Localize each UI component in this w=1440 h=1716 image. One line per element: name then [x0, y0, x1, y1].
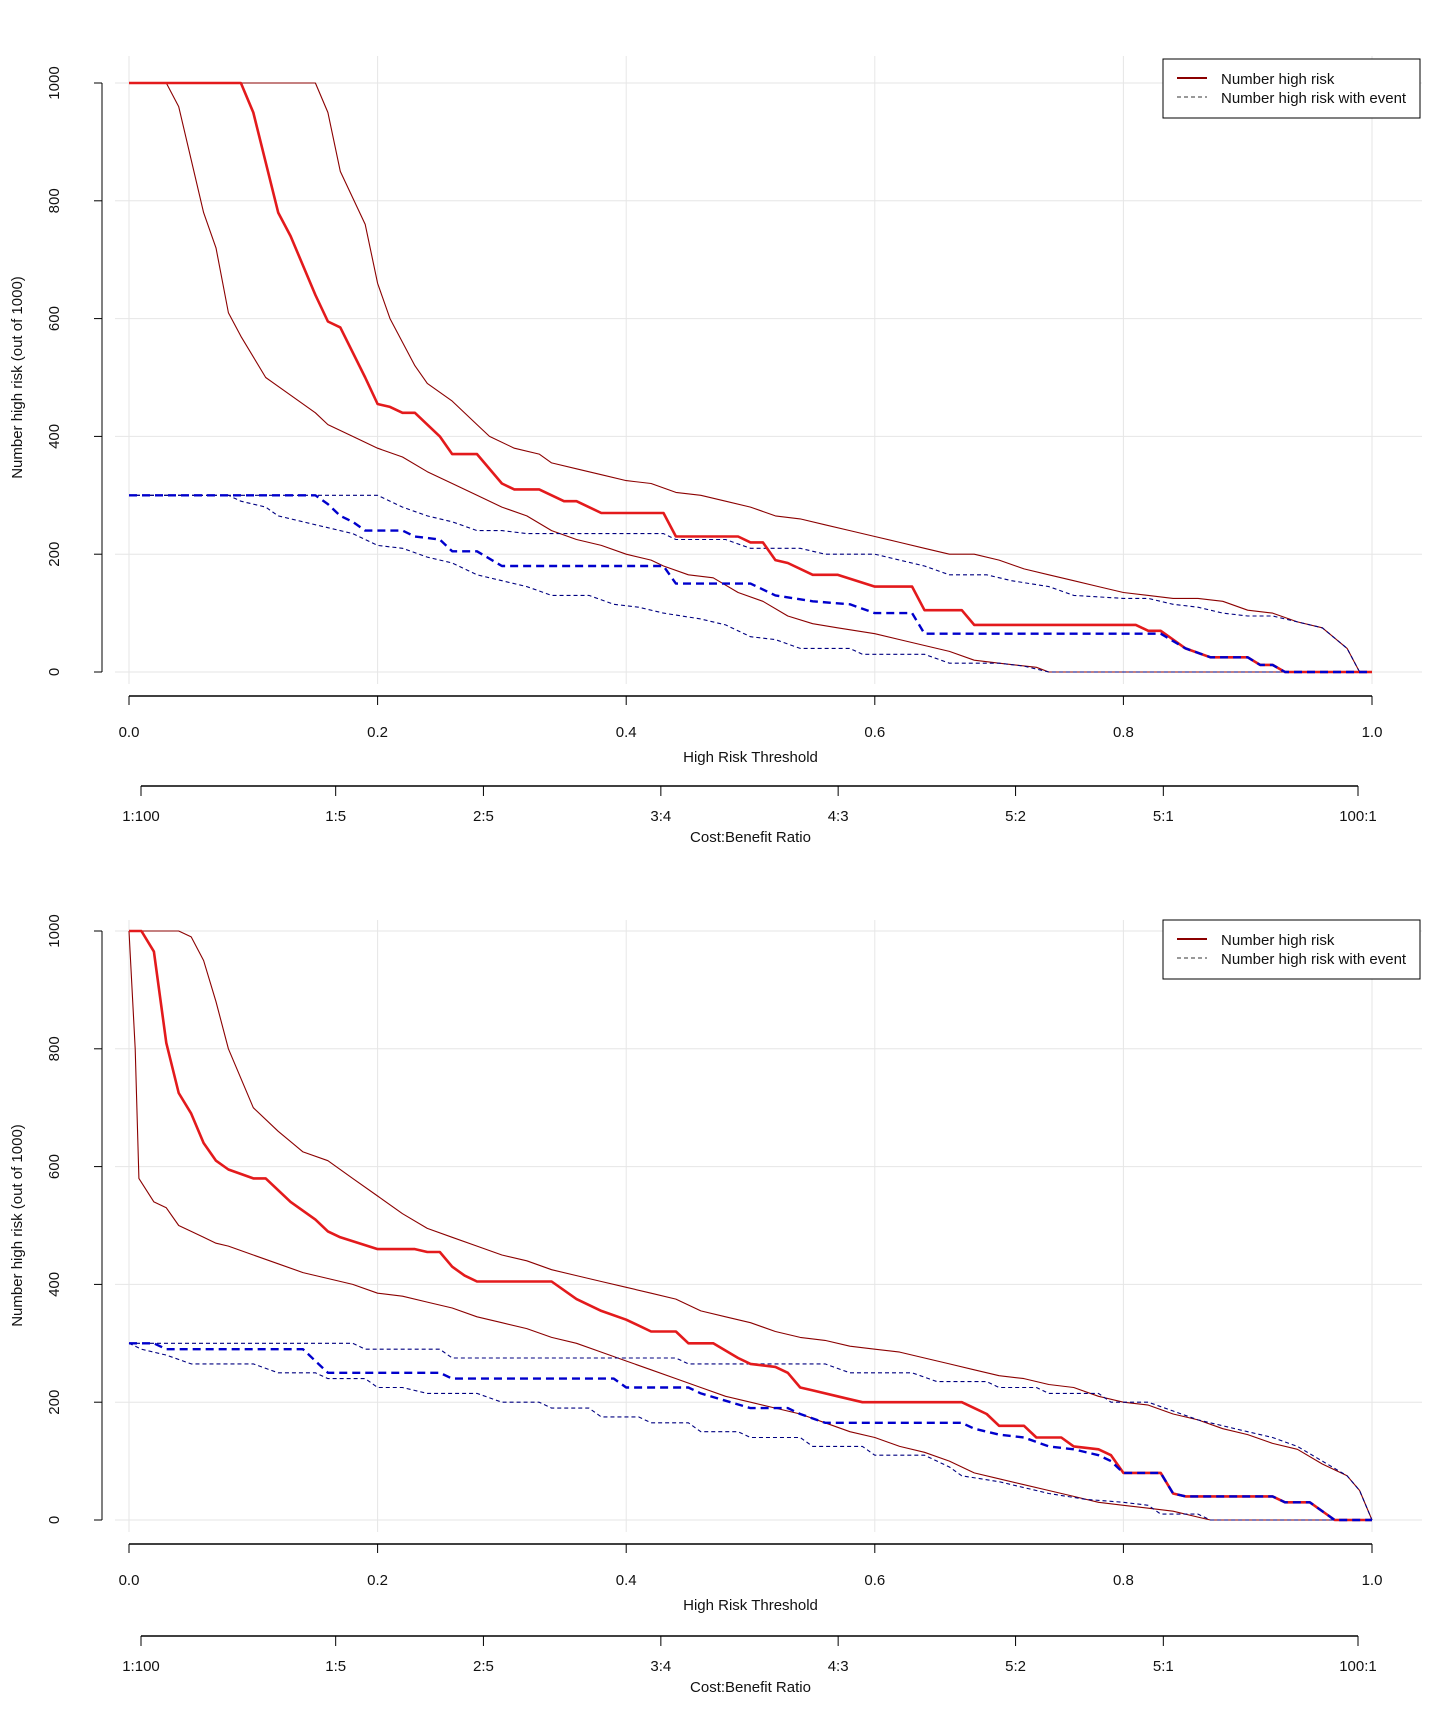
x-tick-label: 0.4 [616, 1572, 637, 1589]
series-line-number-high-risk-with-event-lower-ci [128, 1342, 1372, 1521]
legend: Number high risk Number high risk with ev… [1162, 919, 1421, 980]
series-line-number-high-risk-upper-ci [129, 82, 1372, 673]
chart-panel-1: 0 200 400 600 800 1000 Number high risk (out o… [9, 56, 1422, 846]
gridlines [115, 56, 1422, 684]
cost-benefit-tick-label: 5:2 [1005, 1658, 1026, 1675]
y-axis-title: Number high risk (out of 1000) [9, 276, 26, 479]
series-line-number-high-risk [129, 929, 1372, 1522]
cost-benefit-tick-label: 5:1 [1153, 1658, 1174, 1675]
legend-label: Number high risk [1221, 71, 1335, 88]
x-tick-label: 0.4 [616, 724, 637, 741]
y-axis: 0 200 400 600 800 1000 Number high risk (out o… [9, 914, 103, 1524]
x-tick-label: 0.0 [119, 1572, 140, 1589]
series-group [129, 81, 1372, 674]
series-line-number-high-risk-with-event [129, 494, 1372, 674]
series-line-number-high-risk-upper-ci [129, 930, 1373, 1521]
series-line-number-high-risk-lower-ci [128, 930, 1372, 1521]
cost-benefit-tick-label: 4:3 [828, 808, 849, 825]
series-line-number-high-risk-with-event-lower-ci [129, 494, 1372, 673]
series-line-number-high-risk-with-event-upper-ci [129, 494, 1372, 673]
cost-benefit-tick-label: 2:5 [473, 1658, 494, 1675]
x-tick-label: 1.0 [1362, 1572, 1383, 1589]
gridlines [115, 920, 1422, 1532]
x-tick-label: 0.2 [367, 1572, 388, 1589]
cost-benefit-axis-title: Cost:Benefit Ratio [690, 1679, 811, 1696]
y-axis-title: Number high risk (out of 1000) [9, 1124, 26, 1327]
y-tick-label: 600 [46, 306, 63, 331]
cost-benefit-tick-label: 2:5 [473, 808, 494, 825]
y-tick-label: 600 [46, 1154, 63, 1179]
cost-benefit-tick-label: 3:4 [650, 808, 671, 825]
cost-benefit-tick-label: 5:2 [1005, 808, 1026, 825]
x-tick-label: 0.2 [367, 724, 388, 741]
cost-benefit-tick-label: 1:100 [122, 1658, 160, 1675]
cost-benefit-tick-label: 4:3 [828, 1658, 849, 1675]
x-axis: 0.0 0.2 0.4 0.6 0.8 1.0 High Risk Threshold [119, 695, 1383, 766]
y-tick-label: 400 [46, 1272, 63, 1297]
series-group [128, 929, 1373, 1522]
legend-label: Number high risk with event [1221, 90, 1407, 107]
x-axis-title: High Risk Threshold [683, 749, 818, 766]
y-tick-label: 1000 [46, 914, 63, 947]
cost-benefit-tick-label: 100:1 [1339, 1658, 1377, 1675]
cost-benefit-tick-label: 5:1 [1153, 808, 1174, 825]
cost-benefit-axis: 1:100 1:5 2:5 3:4 4:3 5:2 5:1 100:1 Cost:Benefit… [122, 1635, 1377, 1696]
x-tick-label: 0.8 [1113, 724, 1134, 741]
legend: Number high risk Number high risk with ev… [1162, 58, 1421, 119]
series-line-number-high-risk-with-event-upper-ci [129, 1342, 1373, 1521]
cost-benefit-tick-label: 100:1 [1339, 808, 1377, 825]
legend-label: Number high risk [1221, 932, 1335, 949]
y-tick-label: 0 [46, 668, 63, 676]
cost-benefit-axis: 1:100 1:5 2:5 3:4 4:3 5:2 5:1 100:1 Cost:Benefit… [122, 785, 1377, 846]
y-tick-label: 400 [46, 424, 63, 449]
y-axis: 0 200 400 600 800 1000 Number high risk (out o… [9, 66, 103, 676]
x-axis-title: High Risk Threshold [683, 1597, 818, 1614]
cost-benefit-tick-label: 1:5 [325, 808, 346, 825]
cost-benefit-tick-label: 1:100 [122, 808, 160, 825]
chart-panel-2: 0 200 400 600 800 1000 Number high risk (out o… [9, 914, 1422, 1696]
y-tick-label: 200 [46, 1390, 63, 1415]
legend-box [1162, 919, 1421, 980]
x-tick-label: 0.6 [864, 1572, 885, 1589]
cost-benefit-tick-label: 1:5 [325, 1658, 346, 1675]
cost-benefit-tick-label: 3:4 [650, 1658, 671, 1675]
x-tick-label: 1.0 [1362, 724, 1383, 741]
series-line-number-high-risk-with-event [129, 1342, 1372, 1522]
x-tick-label: 0.6 [864, 724, 885, 741]
y-tick-label: 800 [46, 1036, 63, 1061]
cost-benefit-axis-title: Cost:Benefit Ratio [690, 829, 811, 846]
series-line-number-high-risk-lower-ci [129, 82, 1372, 673]
y-tick-label: 0 [46, 1516, 63, 1524]
legend-label: Number high risk with event [1221, 951, 1407, 968]
series-line-number-high-risk [129, 81, 1372, 674]
x-axis: 0.0 0.2 0.4 0.6 0.8 1.0 High Risk Threshold [119, 1543, 1383, 1614]
y-tick-label: 1000 [46, 66, 63, 99]
x-tick-label: 0.0 [119, 724, 140, 741]
y-tick-label: 800 [46, 188, 63, 213]
legend-box [1162, 58, 1421, 119]
y-tick-label: 200 [46, 542, 63, 567]
x-tick-label: 0.8 [1113, 1572, 1134, 1589]
